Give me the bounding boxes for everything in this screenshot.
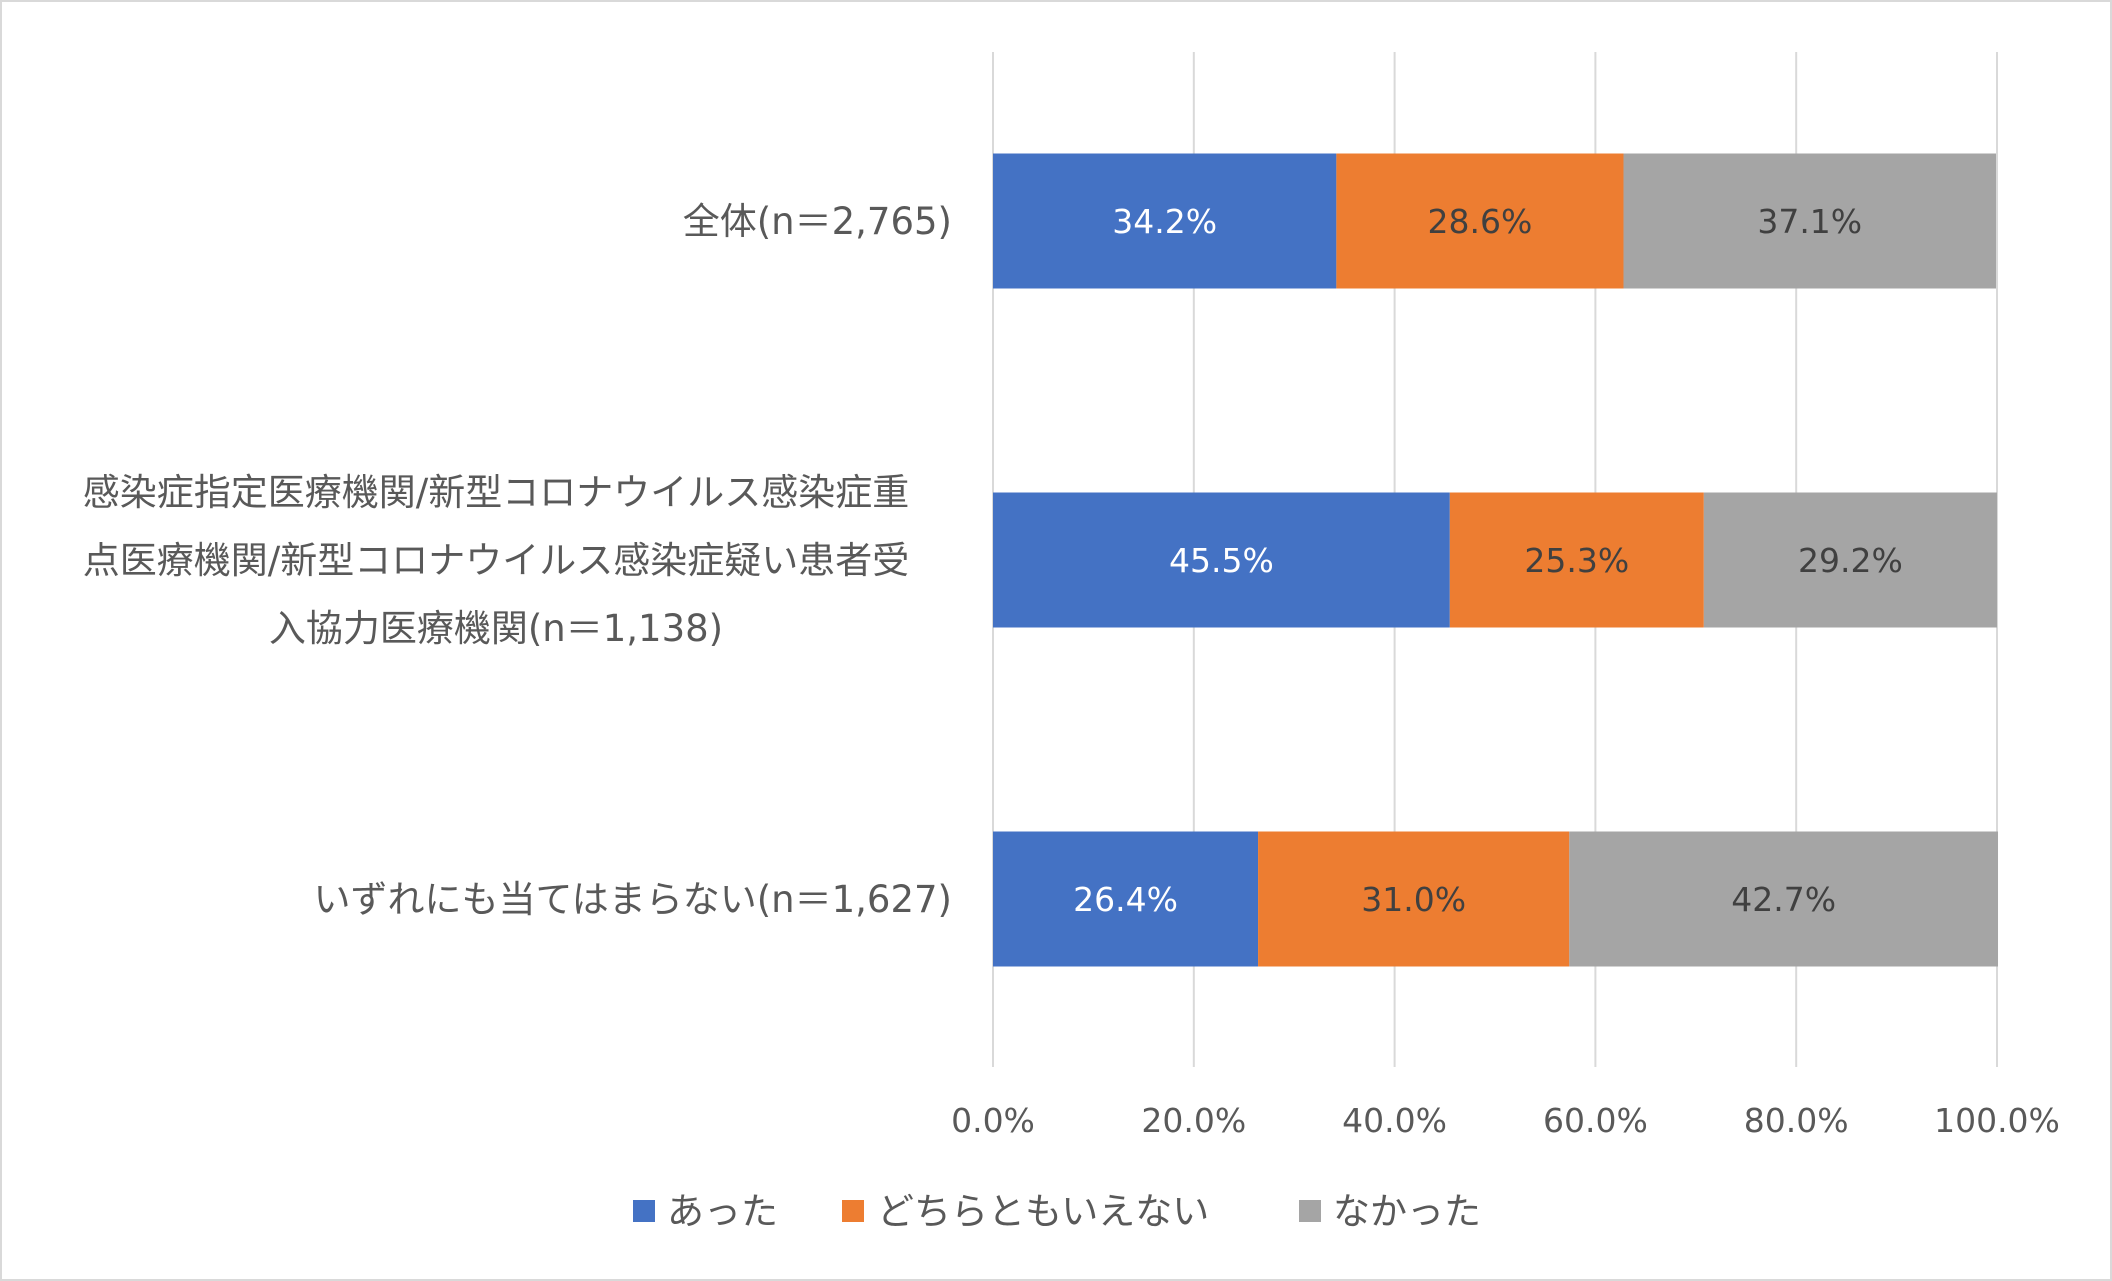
data-label: 28.6% [1428,202,1533,241]
category-label: 感染症指定医療機関/新型コロナウイルス感染症重 [83,471,909,514]
bar-segment [1569,831,1999,967]
bar-segment [1623,153,1996,289]
bar-segment [1258,831,1570,967]
x-tick-label: 60.0% [1543,1101,1648,1140]
bar-segment [1449,492,1704,628]
data-label: 29.2% [1798,541,1903,580]
category-label: 点医療機関/新型コロナウイルス感染症疑い患者受 [83,539,909,582]
data-label: 26.4% [1073,880,1178,919]
category-label: 全体(n＝2,765) [683,200,952,243]
data-label: 45.5% [1169,541,1274,580]
legend-label: どちらともいえない [877,1190,1209,1233]
category-label: いずれにも当てはまらない(n＝1,627) [313,878,952,921]
x-tick-label: 80.0% [1744,1101,1849,1140]
data-label: 25.3% [1524,541,1629,580]
legend-label: あった [667,1190,778,1233]
legend: あった どちらともいえない なかった [633,1190,1481,1233]
legend-swatch [633,1200,655,1222]
x-axis-ticks: 0.0% 20.0% 40.0% 60.0% 80.0% 100.0% [951,1101,2060,1140]
bar-segment [993,153,1337,289]
data-label: 37.1% [1757,202,1862,241]
x-tick-label: 100.0% [1934,1101,2060,1140]
data-label: 34.2% [1112,202,1217,241]
legend-label: なかった [1333,1190,1481,1233]
bar-segment [1336,153,1624,289]
bar-segment [1703,492,1997,628]
bars: 34.2% 28.6% 37.1% 45.5% 25.3% 29.2% 26.4% 31.0%… [993,153,1999,967]
data-label: 31.0% [1361,880,1466,919]
category-label: 入協力医療機関(n＝1,138) [269,607,723,650]
x-tick-label: 0.0% [951,1101,1035,1140]
legend-swatch [1299,1200,1321,1222]
category-labels: 全体(n＝2,765) 感染症指定医療機関/新型コロナウイルス感染症重点医療機関/… [83,200,952,921]
data-label: 42.7% [1731,880,1836,919]
bar-segment [993,831,1259,967]
x-tick-label: 20.0% [1141,1101,1246,1140]
x-tick-label: 40.0% [1342,1101,1447,1140]
bar-segment [993,492,1450,628]
legend-swatch [842,1200,864,1222]
